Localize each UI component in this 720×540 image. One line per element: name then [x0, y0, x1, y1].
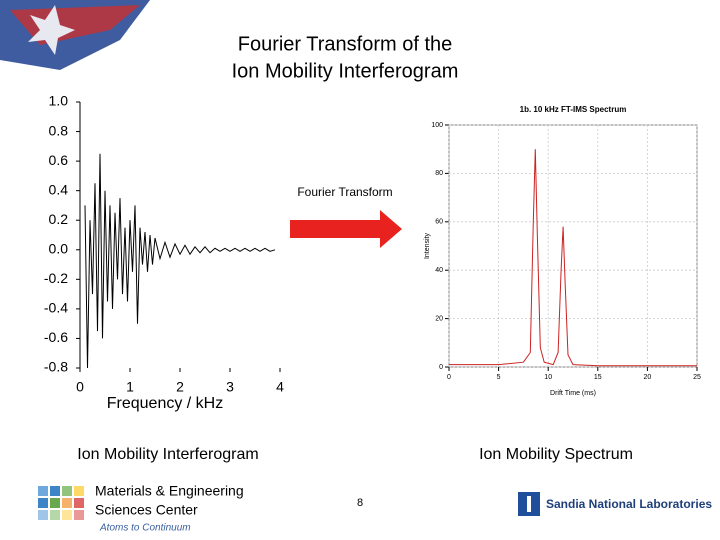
x-tick-label: 4 [276, 379, 284, 395]
sandia-logo [518, 492, 540, 516]
y-tick-label: -0.8 [44, 359, 68, 375]
x-tick-label: 10 [544, 374, 552, 381]
slide-title: Ion Mobility Interferogram [232, 60, 459, 82]
y-tick-label: 0.0 [49, 240, 69, 256]
caption: Ion Mobility Spectrum [479, 446, 633, 463]
x-tick-label: 1 [126, 379, 134, 395]
flag-decoration [0, 0, 150, 70]
y-tick-label: 0.6 [49, 152, 69, 168]
slide-title: Fourier Transform of the [238, 33, 453, 55]
page-number: 8 [357, 497, 363, 509]
lab-name: Sandia National Laboratories [546, 497, 712, 511]
center-name: Sciences Center [95, 502, 198, 518]
x-tick-label: 20 [644, 374, 652, 381]
x-tick-label: 0 [447, 374, 451, 381]
x-tick-label: 3 [226, 379, 234, 395]
tagline: Atoms to Continuum [99, 523, 191, 534]
x-tick-label: 2 [176, 379, 184, 395]
arrow [290, 210, 402, 248]
y-tick-label: 0.2 [49, 211, 69, 227]
y-tick-label: 0.8 [49, 122, 69, 138]
y-tick-label: 100 [431, 122, 443, 129]
y-axis-label: Intensity [424, 232, 431, 259]
y-tick-label: 20 [435, 315, 443, 322]
y-tick-label: -0.4 [44, 300, 68, 316]
arrow-label: Fourier Transform [297, 185, 392, 199]
caption: Ion Mobility Interferogram [77, 446, 258, 463]
y-tick-label: 0.4 [49, 181, 69, 197]
data-line [449, 149, 697, 367]
mesc-logo [38, 486, 84, 520]
x-tick-label: 15 [594, 374, 602, 381]
y-tick-label: -0.2 [44, 270, 68, 286]
y-tick-label: 1.0 [49, 93, 69, 109]
y-tick-label: 60 [435, 219, 443, 226]
plot-frame [448, 124, 698, 368]
x-axis-label: Drift Time (ms) [550, 390, 596, 397]
x-tick-label: 25 [693, 374, 701, 381]
y-tick-label: 80 [435, 170, 443, 177]
y-tick-label: 0 [439, 364, 443, 371]
x-tick-label: 5 [497, 374, 501, 381]
chart-title: 1b. 10 kHz FT-IMS Spectrum [520, 105, 627, 114]
x-tick-label: 0 [76, 379, 84, 395]
center-name: Materials & Engineering [95, 483, 244, 499]
data-line [84, 153, 276, 369]
y-tick-label: -0.6 [44, 329, 68, 345]
y-tick-label: 40 [435, 267, 443, 274]
x-axis-label: Frequency / kHz [107, 395, 223, 412]
